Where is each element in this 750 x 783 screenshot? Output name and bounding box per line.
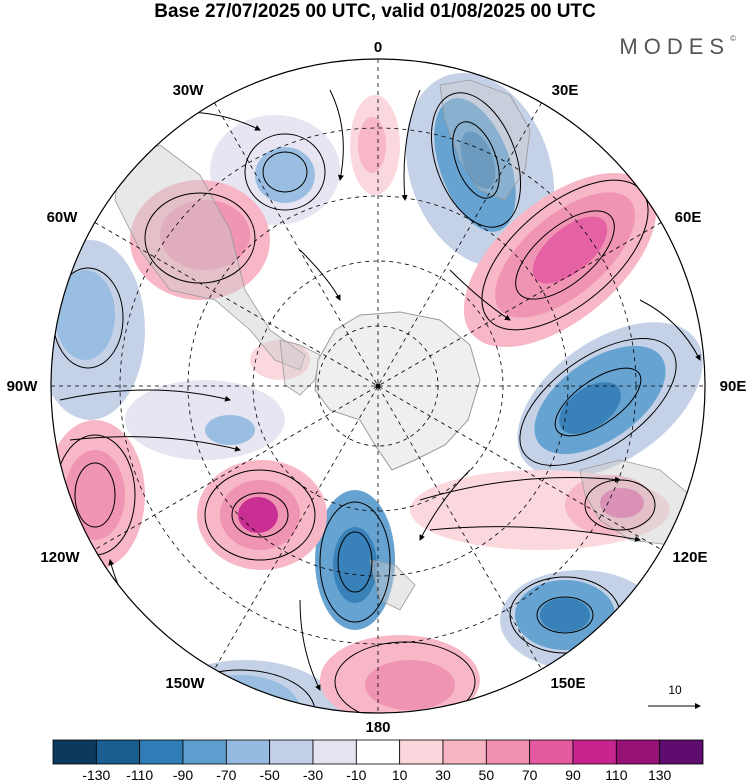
colorbar-swatch — [572, 739, 617, 765]
colorbar-swatch — [529, 739, 574, 765]
colorbar-tick-label: -90 — [173, 767, 193, 783]
colorbar-tick-label: -10 — [346, 767, 366, 783]
map-border — [50, 58, 706, 714]
colorbar-swatch — [182, 739, 227, 765]
reference-vector-label: 10 — [668, 683, 682, 697]
reference-vector: 10 — [648, 683, 701, 709]
brand-text: MODES — [619, 34, 731, 59]
colorbar-swatch — [269, 739, 314, 765]
brand-copyright: © — [730, 34, 736, 43]
colorbar-swatch — [615, 739, 661, 765]
modes-logo: MODES© — [619, 34, 736, 60]
streamlines — [52, 89, 701, 713]
colorbar-swatch — [485, 739, 531, 765]
colorbar-tick-label: 50 — [479, 767, 495, 783]
lon-label-120w: 120W — [40, 549, 80, 566]
colorbar-tick-label: 110 — [605, 767, 628, 783]
colorbar-swatch — [355, 739, 401, 765]
colorbar-swatch — [95, 739, 141, 765]
lon-label-180: 180 — [365, 719, 390, 736]
graticule — [51, 59, 705, 713]
colorbar-swatch — [659, 739, 704, 765]
anomaly-field — [51, 73, 703, 713]
lon-label-150w: 150W — [165, 675, 205, 692]
lon-label-0: 0 — [374, 39, 382, 56]
colorbar-tick-label: -70 — [216, 767, 236, 783]
colorbar-tick-label: -130 — [82, 767, 110, 783]
lon-label-60e: 60E — [675, 209, 702, 226]
colorbar-swatch — [442, 739, 487, 765]
colorbar-tick-label: -50 — [260, 767, 280, 783]
colorbar-swatch — [139, 739, 184, 765]
lon-label-150e: 150E — [550, 675, 585, 692]
colorbar-tick-label: 90 — [565, 767, 581, 783]
colorbar-tick-label: 10 — [392, 767, 408, 783]
lon-label-30w: 30W — [173, 82, 205, 99]
colorbar-swatch — [52, 739, 97, 765]
lon-label-60w: 60W — [47, 209, 79, 226]
map-disc — [51, 59, 705, 713]
colorbar-tick-label: -30 — [303, 767, 323, 783]
colorbar-tick-label: -110 — [126, 767, 153, 783]
colorbar-swatch — [312, 739, 357, 765]
map-title: Base 27/07/2025 00 UTC, valid 01/08/2025… — [154, 1, 596, 22]
lon-label-90w: 90W — [7, 378, 39, 395]
lon-label-90e: 90E — [720, 378, 747, 395]
colorbar-swatch — [225, 739, 271, 765]
colorbar-tick-label: 130 — [648, 767, 672, 783]
lon-label-120e: 120E — [672, 549, 707, 566]
lon-label-30e: 30E — [552, 82, 579, 99]
colorbar-tick-label: 70 — [522, 767, 538, 783]
colorbar: -130 -110 -90 -70 -50 -30 -10 10 30 50 70 90 110 130 — [52, 739, 704, 783]
colorbar-tick-label: 30 — [435, 767, 451, 783]
colorbar-swatch — [399, 739, 444, 765]
